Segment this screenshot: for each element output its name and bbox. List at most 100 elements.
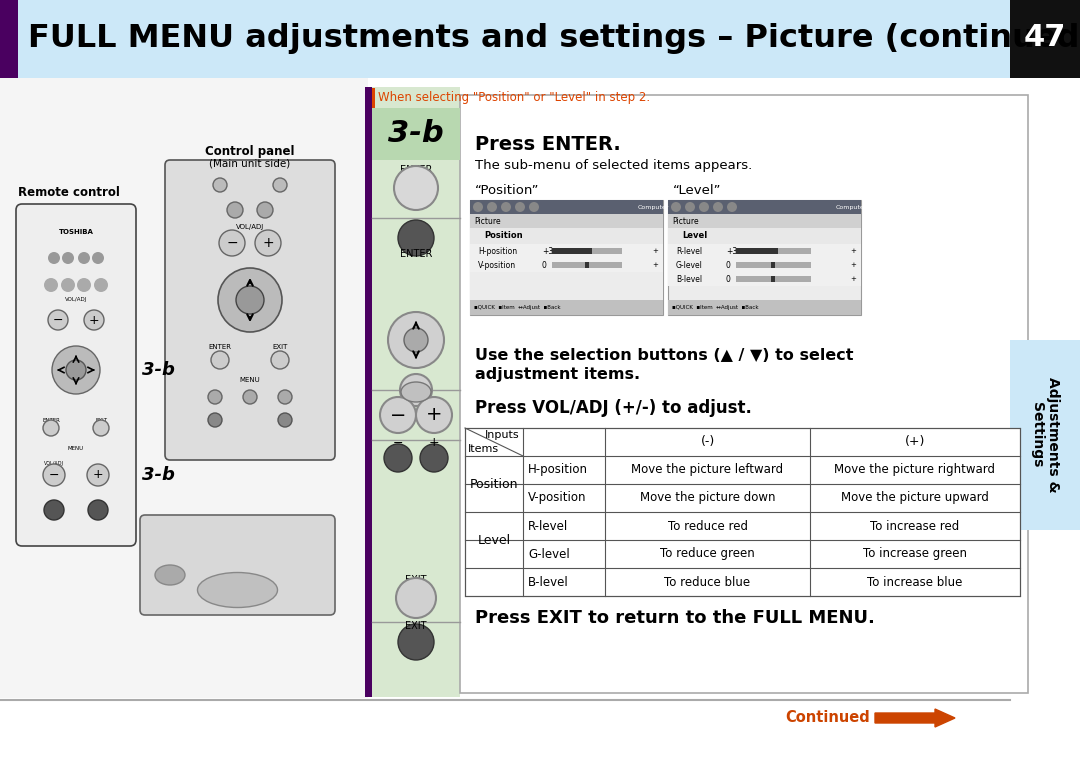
Text: Computer: Computer [638,205,670,209]
Circle shape [93,420,109,436]
Text: 0: 0 [542,261,546,270]
Bar [669,272,861,286]
Text: Position: Position [470,478,518,490]
Text: G-level: G-level [676,261,703,270]
Circle shape [43,420,59,436]
FancyBboxPatch shape [165,160,335,460]
Text: V-position: V-position [478,261,516,270]
Circle shape [211,351,229,369]
Text: (+): (+) [905,435,926,448]
Bar [585,262,589,268]
Bar [470,214,663,228]
Circle shape [399,220,434,256]
Circle shape [713,202,723,212]
Circle shape [420,444,448,472]
Bar [372,108,460,160]
Text: ENTER: ENTER [400,165,432,175]
Text: +: + [652,262,658,268]
Circle shape [48,310,68,330]
Text: To increase green: To increase green [863,548,967,561]
Text: adjustment items.: adjustment items. [475,367,640,383]
Text: Move the picture leftward: Move the picture leftward [632,464,784,477]
Text: Adjustments &
Settings: Adjustments & Settings [1030,377,1061,493]
Bar [735,276,811,282]
Circle shape [394,166,438,210]
Text: Position: Position [484,231,523,241]
FancyBboxPatch shape [140,515,335,615]
Text: ▪QUICK  ▪Item  ↔Adjust  ▪Back: ▪QUICK ▪Item ↔Adjust ▪Back [474,306,561,310]
Circle shape [60,278,75,292]
Text: Remote control: Remote control [18,186,120,199]
Text: Level: Level [477,533,511,546]
Circle shape [237,286,264,314]
Text: −: − [390,406,406,425]
Text: R-level: R-level [676,247,702,255]
Text: To reduce red: To reduce red [667,520,747,533]
Circle shape [208,413,222,427]
Circle shape [399,624,434,660]
Circle shape [273,178,287,192]
Bar [552,262,622,268]
Circle shape [44,500,64,520]
Text: VOL/ADJ: VOL/ADJ [44,461,64,465]
Text: EXIT: EXIT [405,575,427,585]
Text: EXIT: EXIT [95,417,107,422]
Text: To reduce blue: To reduce blue [664,575,751,588]
Text: To increase red: To increase red [870,520,960,533]
Bar [771,276,775,282]
Text: The sub-menu of selected items appears.: The sub-menu of selected items appears. [475,160,753,173]
Circle shape [396,578,436,618]
Circle shape [501,202,511,212]
Circle shape [400,374,432,406]
Circle shape [515,202,525,212]
Text: Press EXIT to return to the FULL MENU.: Press EXIT to return to the FULL MENU. [475,609,875,627]
Bar [0,0,18,78]
Circle shape [218,268,282,332]
Text: +: + [850,262,856,268]
Circle shape [48,252,60,264]
FancyArrow shape [875,709,955,727]
Bar [771,262,775,268]
Bar [0,0,1010,78]
Text: +: + [850,276,856,282]
Circle shape [271,351,289,369]
Bar [470,272,663,300]
Bar [669,244,861,258]
Text: −: − [226,236,238,250]
Text: −: − [393,436,403,449]
Text: (-): (-) [700,435,715,448]
Text: VOL/ADJ: VOL/ADJ [235,224,265,230]
Text: When selecting "Position" or "Level" in step 2.: When selecting "Position" or "Level" in … [378,90,650,103]
Bar [669,200,861,315]
Text: VOL/ADJ: VOL/ADJ [65,297,87,303]
Bar [669,200,861,214]
Text: Continued: Continued [785,711,870,726]
Circle shape [84,310,104,330]
Bar [365,87,372,697]
Bar [470,200,663,214]
Circle shape [529,202,539,212]
Circle shape [243,390,257,404]
Text: 0: 0 [726,274,731,283]
Text: H-position: H-position [528,464,588,477]
Circle shape [278,390,292,404]
Text: Move the picture rightward: Move the picture rightward [835,464,996,477]
Text: 0: 0 [726,261,731,270]
Bar [0,78,1080,764]
Text: ENTER: ENTER [400,249,432,259]
Bar [552,248,622,254]
Circle shape [473,202,483,212]
Text: +: + [652,248,658,254]
Bar [465,428,1020,596]
Text: +: + [89,313,99,326]
Text: Press ENTER.: Press ENTER. [475,135,621,154]
Circle shape [255,230,281,256]
Text: ▪QUICK  ▪Item  ↔Adjust  ▪Back: ▪QUICK ▪Item ↔Adjust ▪Back [672,306,758,310]
Text: H-position: H-position [478,247,517,255]
Bar [1010,340,1080,530]
Ellipse shape [401,382,431,402]
Text: 3-b: 3-b [388,119,444,148]
Text: Press VOL/ADJ (+/-) to adjust.: Press VOL/ADJ (+/-) to adjust. [475,399,752,417]
Bar [470,258,663,272]
Bar [735,262,811,268]
